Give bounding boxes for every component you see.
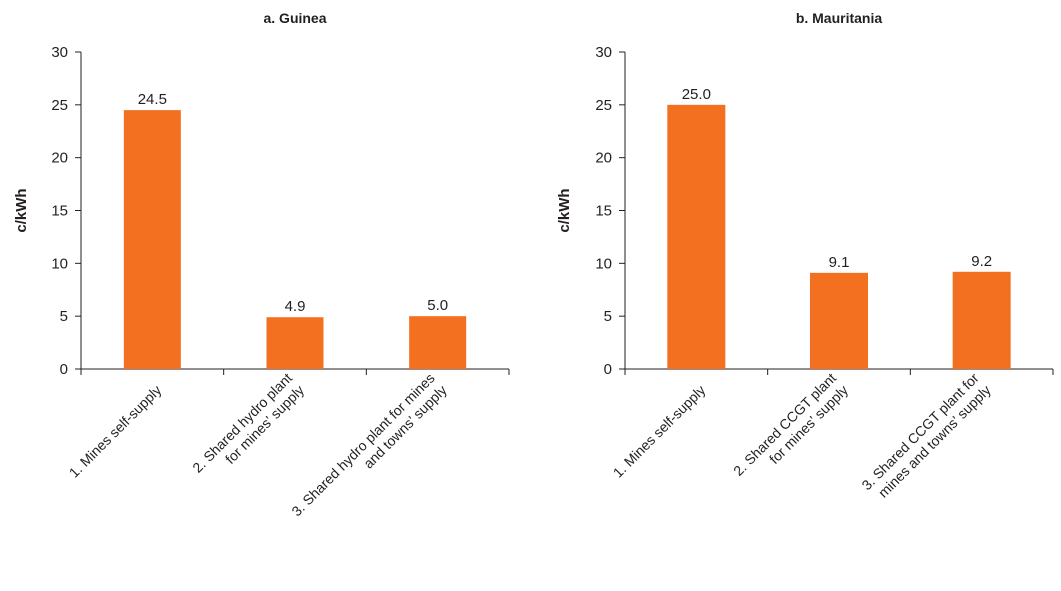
category-label-line: mines and towns’ supply: [875, 382, 994, 501]
y-tick-label: 30: [595, 44, 612, 61]
y-tick-label: 15: [595, 203, 612, 220]
y-tick-label: 30: [51, 44, 68, 61]
bar: [266, 317, 324, 369]
bar: [123, 110, 181, 369]
y-tick-label: 5: [604, 308, 612, 325]
bar: [409, 316, 467, 369]
category-label-line: 1. Mines self-supply: [610, 382, 709, 481]
chart-panel-b: b. Mauritania c/kWh 0 5 10 15 20 25 30 25.0 1. Min…: [556, 10, 1054, 506]
data-label: 4.9: [285, 298, 306, 315]
bar: [810, 272, 868, 369]
category-label-line: 2. Shared CCGT plant: [730, 370, 839, 479]
category-label: 2. Shared hydro plantfor mines’ supply: [189, 370, 307, 488]
data-label: 9.2: [971, 253, 992, 270]
category-label: 1. Mines self-supply: [610, 382, 709, 481]
y-tick-label: 25: [51, 97, 68, 114]
chart-panel-a: a. Guinea c/kWh 0 5 10 15 20 25 30 24.5 1. Mines s…: [13, 10, 510, 531]
y-tick-label: 25: [595, 97, 612, 114]
y-tick-label: 10: [51, 255, 68, 272]
y-tick-label: 5: [60, 308, 68, 325]
category-label: 2. Shared CCGT plantfor mines’ supply: [730, 370, 851, 491]
y-axis-label: c/kWh: [556, 188, 573, 232]
data-label: 25.0: [682, 86, 711, 103]
category-label: 3. Shared CCGT plant formines and towns’…: [858, 370, 994, 506]
y-tick-label: 20: [595, 150, 612, 167]
category-label: 1. Mines self-supply: [66, 382, 165, 481]
y-tick-label: 10: [595, 255, 612, 272]
category-label-line: 3. Shared hydro plant for mines: [288, 370, 437, 519]
y-tick-label: 15: [51, 203, 68, 220]
y-tick-label: 20: [51, 150, 68, 167]
category-label-line: 1. Mines self-supply: [66, 382, 165, 481]
category-label-line: 2. Shared hydro plant: [189, 370, 295, 476]
chart-title: b. Mauritania: [796, 10, 883, 26]
bar: [952, 271, 1011, 369]
data-label: 9.1: [829, 254, 850, 271]
bar: [667, 104, 726, 369]
y-axis-label: c/kWh: [13, 188, 30, 232]
data-label: 5.0: [427, 297, 448, 314]
category-label-line: 3. Shared CCGT plant for: [858, 370, 982, 494]
category-label: 3. Shared hydro plant for minesand towns…: [288, 370, 449, 531]
data-label: 24.5: [138, 91, 167, 108]
y-tick-label: 0: [604, 361, 612, 378]
chart-title: a. Guinea: [263, 10, 326, 26]
y-tick-label: 0: [60, 361, 68, 378]
